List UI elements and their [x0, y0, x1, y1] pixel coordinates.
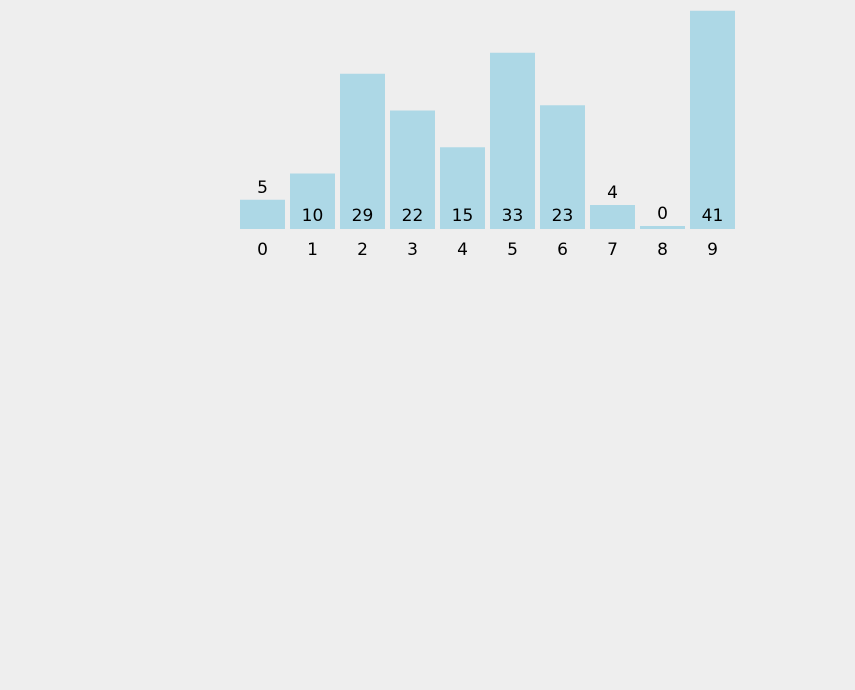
x-tick-label-6: 6 [557, 240, 568, 260]
bar-2 [340, 73, 385, 229]
bar-6 [540, 105, 585, 229]
x-tick-label-1: 1 [307, 240, 318, 260]
data-label-6: 23 [552, 206, 574, 226]
bar-3 [390, 110, 435, 229]
bar-7 [590, 205, 635, 229]
data-label-4: 15 [452, 206, 474, 226]
bar-9 [690, 10, 735, 229]
bar-5 [490, 52, 535, 229]
bar-0 [240, 199, 285, 229]
x-tick-label-9: 9 [707, 240, 718, 260]
data-label-8: 0 [657, 204, 668, 224]
data-label-3: 22 [402, 206, 424, 226]
x-tick-label-7: 7 [607, 240, 618, 260]
data-label-7: 4 [607, 183, 618, 203]
x-tick-label-8: 8 [657, 240, 668, 260]
x-tick-label-4: 4 [457, 240, 468, 260]
bar-1 [290, 173, 335, 229]
data-label-5: 33 [502, 206, 524, 226]
x-tick-label-2: 2 [357, 240, 368, 260]
x-tick-label-0: 0 [257, 240, 268, 260]
x-tick-label-5: 5 [507, 240, 518, 260]
x-tick-label-3: 3 [407, 240, 418, 260]
bar-8 [640, 226, 685, 229]
data-label-0: 5 [257, 178, 268, 198]
data-label-9: 41 [702, 206, 724, 226]
bar-4 [440, 147, 485, 229]
data-label-2: 29 [352, 206, 374, 226]
data-label-1: 10 [302, 206, 324, 226]
